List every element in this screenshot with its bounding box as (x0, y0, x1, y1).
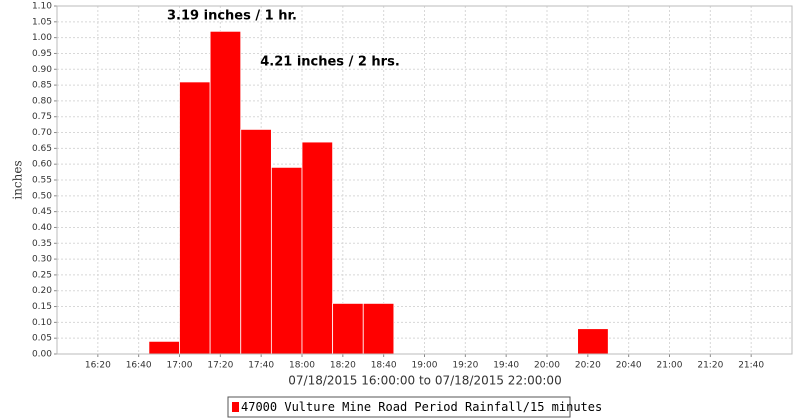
y-tick-label: 0.05 (32, 334, 52, 344)
bar (179, 81, 211, 355)
x-tick-label: 17:00 (167, 361, 193, 371)
y-tick-label: 0.85 (32, 81, 52, 91)
bar (577, 328, 609, 355)
y-tick-label: 0.20 (32, 286, 52, 296)
bar (148, 340, 180, 355)
x-tick-label: 16:20 (85, 361, 111, 371)
y-tick-label: 0.35 (32, 239, 52, 249)
y-tick-label: 0.65 (32, 144, 52, 154)
y-tick-label: 0.40 (32, 223, 52, 233)
bar (209, 30, 242, 355)
y-tick-label: 0.95 (32, 49, 52, 59)
x-tick-label: 18:20 (330, 361, 356, 371)
y-tick-label: 0.00 (32, 350, 52, 360)
x-tick-label: 18:40 (371, 361, 397, 371)
y-tick-label: 0.10 (32, 318, 52, 328)
plot-frame (56, 5, 793, 355)
annotation: 3.19 inches / 1 hr. (167, 9, 297, 24)
y-tick-label: 0.50 (32, 191, 52, 201)
x-tick-label: 20:00 (534, 361, 560, 371)
legend (227, 396, 571, 418)
x-tick-label: 19:00 (412, 361, 438, 371)
x-tick-label: 19:20 (452, 361, 478, 371)
legend-swatch (232, 402, 239, 412)
x-tick-label: 17:40 (248, 361, 274, 371)
x-tick-label: 16:40 (126, 361, 152, 371)
bar (301, 141, 334, 355)
y-tick-label: 1.10 (32, 2, 52, 12)
bar (332, 302, 364, 355)
y-tick-label: 0.55 (32, 176, 52, 186)
y-tick-label: 0.70 (32, 128, 52, 138)
y-tick-label: 1.00 (32, 33, 52, 43)
x-tick-label: 17:20 (207, 361, 233, 371)
x-tick-label: 21:00 (657, 361, 683, 371)
legend-label: 47000 Vulture Mine Road Period Rainfall/… (241, 400, 602, 414)
x-tick-label: 19:40 (493, 361, 519, 371)
bar (240, 128, 272, 355)
y-tick-label: 0.25 (32, 270, 52, 280)
y-tick-label: 0.15 (32, 302, 52, 312)
annotation: 4.21 inches / 2 hrs. (260, 55, 400, 70)
x-tick-label: 21:20 (697, 361, 723, 371)
bar (362, 302, 395, 355)
y-tick-label: 0.60 (32, 160, 52, 170)
y-tick-label: 0.30 (32, 255, 52, 265)
y-tick-label: 0.75 (32, 112, 52, 122)
x-tick-label: 21:40 (738, 361, 764, 371)
x-tick-label: 20:40 (616, 361, 642, 371)
x-tick-label: 20:20 (575, 361, 601, 371)
y-axis-label: inches (11, 160, 25, 199)
y-tick-label: 0.80 (32, 96, 52, 106)
y-tick-label: 0.90 (32, 65, 52, 75)
y-tick-label: 1.05 (32, 17, 52, 27)
x-axis-label: 07/18/2015 16:00:00 to 07/18/2015 22:00:… (288, 374, 561, 388)
x-tick-label: 18:00 (289, 361, 315, 371)
y-tick-label: 0.45 (32, 207, 52, 217)
bar (270, 166, 303, 355)
